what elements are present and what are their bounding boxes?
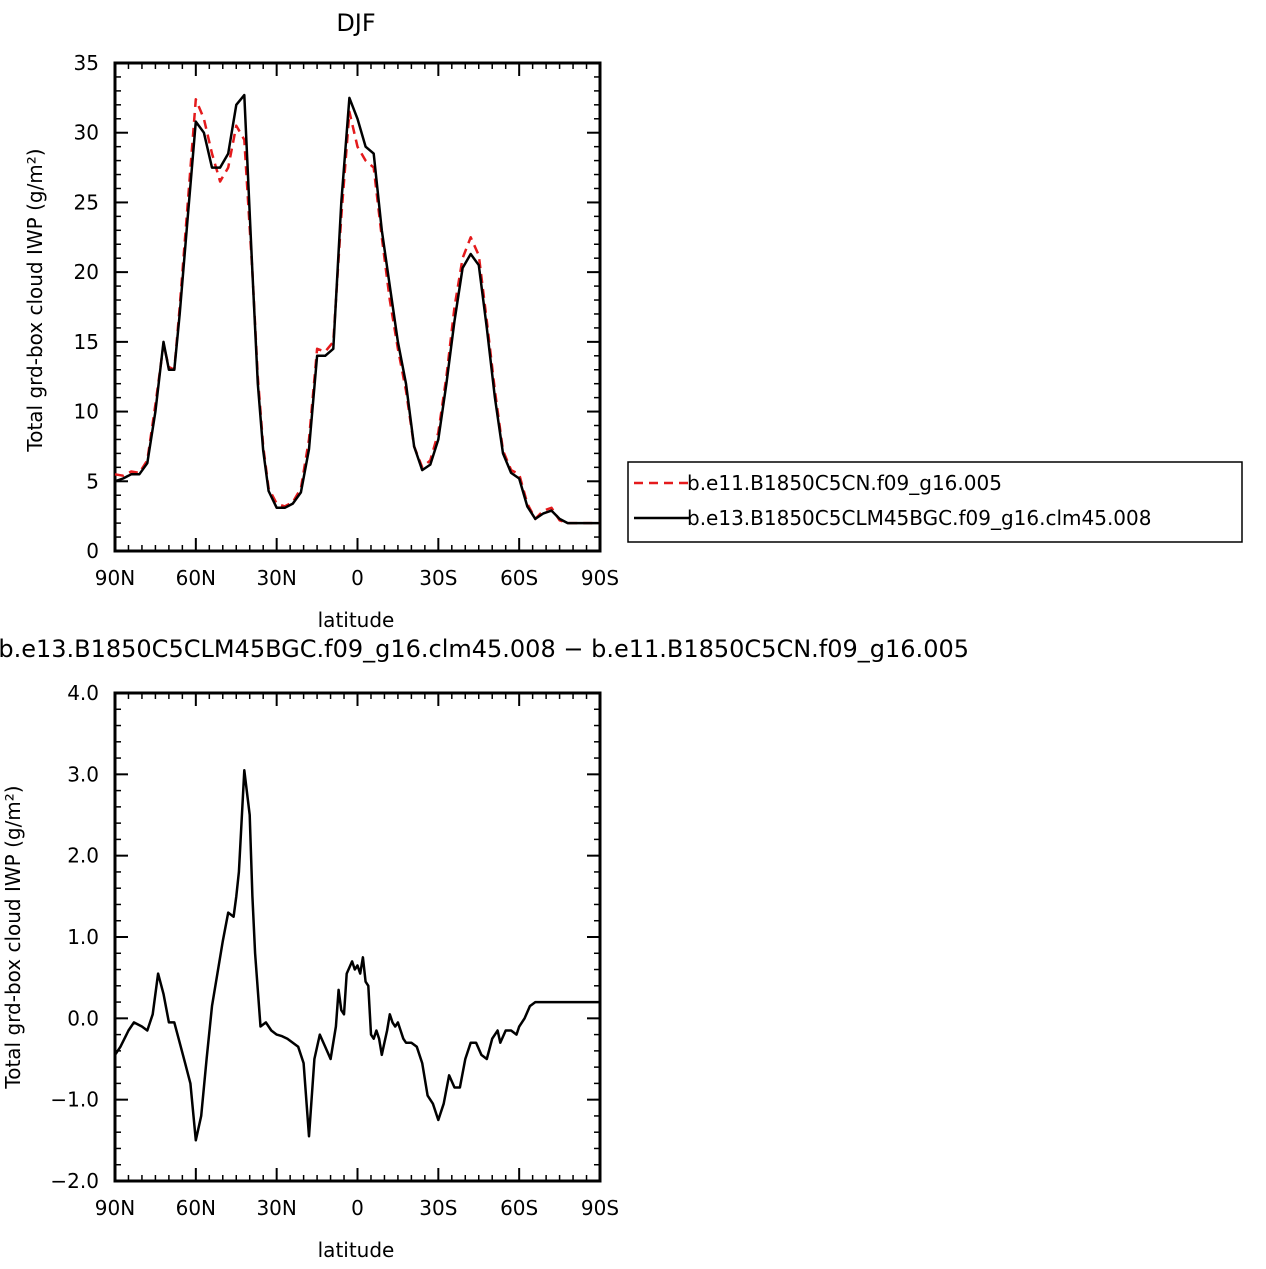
top-y-tick-label: 30 — [74, 121, 99, 145]
bottom-x-tick-label: 90N — [95, 1196, 135, 1220]
bottom-series-group — [113, 769, 600, 1142]
top-x-tick-label: 0 — [351, 566, 364, 590]
top-ticks: 90N 60N 30N 0 30S 60S 90S 0 5 10 15 20 25 30 35 — [74, 51, 620, 590]
bottom-y-tick-label: 2.0 — [67, 844, 99, 868]
top-x-tick-label: 30S — [419, 566, 457, 590]
top-series-line-1 — [114, 98, 600, 525]
bottom-x-tick-label: 90S — [581, 1196, 619, 1220]
top-x-axis-label: latitude — [318, 608, 395, 632]
top-y-tick-label: 0 — [86, 539, 99, 563]
top-y-tick-label: 15 — [74, 330, 99, 354]
top-x-tick-label: 90N — [95, 566, 135, 590]
bottom-y-tick-label: 4.0 — [67, 681, 99, 705]
bottom-series-line-1 — [113, 769, 600, 1142]
bottom-plot-frame — [113, 691, 602, 1183]
top-y-axis-label: Total grd-box cloud IWP (g/m²) — [23, 148, 47, 452]
bottom-y-tick-label: 3.0 — [67, 762, 99, 786]
bottom-ticks: 90N 60N 30N 0 30S 60S 90S −2.0 −1.0 0.0 1.0 2.0 3.0 4… — [50, 681, 619, 1220]
bottom-x-tick-label: 30S — [419, 1196, 457, 1220]
top-series-line-2 — [114, 93, 600, 525]
top-series-group — [114, 93, 600, 525]
top-y-tick-label: 20 — [74, 260, 99, 284]
top-panel: DJF 90N 60N 30N 0 30S 60S 90S 0 5 10 15 20 25 30 35 la… — [23, 9, 619, 632]
bottom-x-tick-label: 60N — [176, 1196, 216, 1220]
top-y-tick-label: 10 — [74, 400, 99, 424]
top-y-tick-label: 5 — [86, 469, 99, 493]
legend: b.e11.B1850C5CN.f09_g16.005 b.e13.B1850C… — [627, 461, 1243, 543]
top-y-tick-label: 35 — [74, 51, 99, 75]
top-x-tick-label: 60N — [176, 566, 216, 590]
bottom-y-tick-label: 0.0 — [67, 1006, 99, 1030]
bottom-x-axis-label: latitude — [318, 1238, 395, 1262]
top-plot-frame — [113, 61, 602, 553]
bottom-x-tick-label: 0 — [351, 1196, 364, 1220]
legend-label-series-1: b.e11.B1850C5CN.f09_g16.005 — [687, 471, 1002, 495]
bottom-chart-title: b.e13.B1850C5CLM45BGC.f09_g16.clm45.008 … — [0, 635, 969, 663]
legend-box — [627, 461, 1243, 543]
bottom-y-tick-label: −1.0 — [50, 1088, 99, 1112]
top-x-tick-label: 30N — [256, 566, 296, 590]
bottom-panel: b.e13.B1850C5CLM45BGC.f09_g16.clm45.008 … — [0, 635, 969, 1262]
bottom-y-axis-label: Total grd-box cloud IWP (g/m²) — [1, 785, 25, 1089]
bottom-y-tick-label: −2.0 — [50, 1169, 99, 1193]
top-chart-title: DJF — [336, 9, 375, 37]
top-x-tick-label: 90S — [581, 566, 619, 590]
bottom-x-tick-label: 30N — [256, 1196, 296, 1220]
top-y-tick-label: 25 — [74, 190, 99, 214]
top-x-tick-label: 60S — [500, 566, 538, 590]
legend-label-series-2: b.e13.B1850C5CLM45BGC.f09_g16.clm45.008 — [687, 506, 1151, 530]
bottom-x-tick-label: 60S — [500, 1196, 538, 1220]
bottom-y-tick-label: 1.0 — [67, 925, 99, 949]
